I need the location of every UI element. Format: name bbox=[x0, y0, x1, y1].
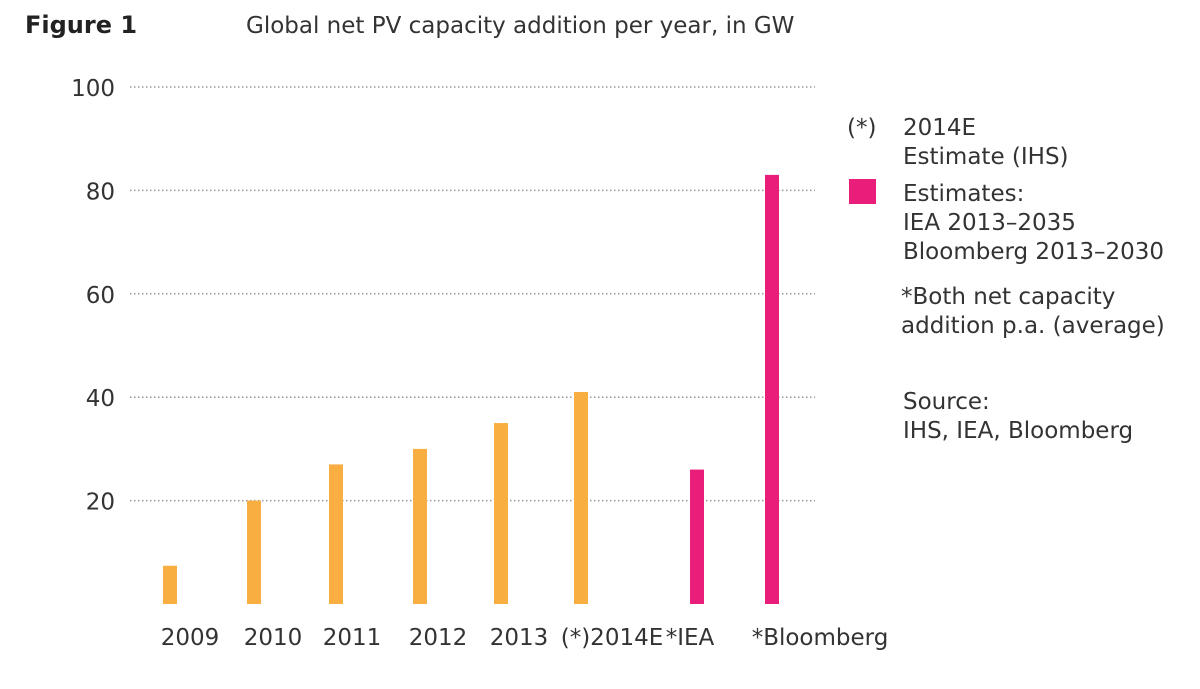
y-tick-label: 40 bbox=[86, 386, 115, 412]
x-tick-label: *IEA bbox=[666, 625, 715, 651]
y-tick-label: 80 bbox=[86, 179, 115, 205]
legend-estimates-line: Bloomberg 2013–2030 bbox=[903, 239, 1164, 265]
legend-estimate-line: 2014E bbox=[903, 115, 977, 141]
x-tick-label: 2012 bbox=[409, 625, 468, 651]
legend-estimates-line: Estimates: bbox=[903, 181, 1025, 207]
chart-title: Global net PV capacity addition per year… bbox=[246, 13, 794, 39]
legend-estimate-marker: (*) bbox=[847, 115, 877, 141]
x-tick-label: *Bloomberg bbox=[752, 625, 889, 651]
bar-2012 bbox=[413, 448, 427, 604]
figure-label: Figure 1 bbox=[25, 11, 137, 39]
x-tick-label: 2009 bbox=[161, 625, 220, 651]
x-tick-label: 2013 bbox=[490, 625, 549, 651]
x-tick-label: (*)2014E bbox=[561, 625, 664, 651]
legend-source-line: Source: bbox=[903, 389, 990, 415]
bar-2014e bbox=[574, 392, 588, 604]
bar-2011 bbox=[329, 464, 343, 604]
bar-2010 bbox=[247, 500, 261, 604]
bar-iea bbox=[690, 469, 704, 604]
bar-2013 bbox=[494, 423, 508, 604]
legend-source: Source: IHS, IEA, Bloomberg bbox=[903, 388, 1133, 446]
legend-note-line: *Both net capacity bbox=[901, 284, 1116, 310]
x-tick-label: 2010 bbox=[244, 625, 303, 651]
legend-source-line: IHS, IEA, Bloomberg bbox=[903, 418, 1134, 444]
y-tick-label: 60 bbox=[86, 283, 115, 309]
legend-estimates-text: Estimates: IEA 2013–2035 Bloomberg 2013–… bbox=[903, 180, 1164, 267]
x-tick-label: 2011 bbox=[323, 625, 382, 651]
bar-2009 bbox=[163, 565, 177, 604]
legend-estimate-text: 2014E Estimate (IHS) bbox=[903, 114, 1069, 172]
y-tick-label: 100 bbox=[71, 76, 115, 102]
legend-note: *Both net capacity addition p.a. (averag… bbox=[901, 283, 1165, 341]
legend-note-line: addition p.a. (average) bbox=[901, 313, 1165, 339]
legend-estimates-swatch bbox=[849, 179, 876, 204]
bar-bloomberg bbox=[765, 174, 779, 604]
legend-estimate-line: Estimate (IHS) bbox=[903, 144, 1069, 170]
y-tick-label: 20 bbox=[86, 490, 115, 516]
legend-estimates-line: IEA 2013–2035 bbox=[903, 210, 1076, 236]
